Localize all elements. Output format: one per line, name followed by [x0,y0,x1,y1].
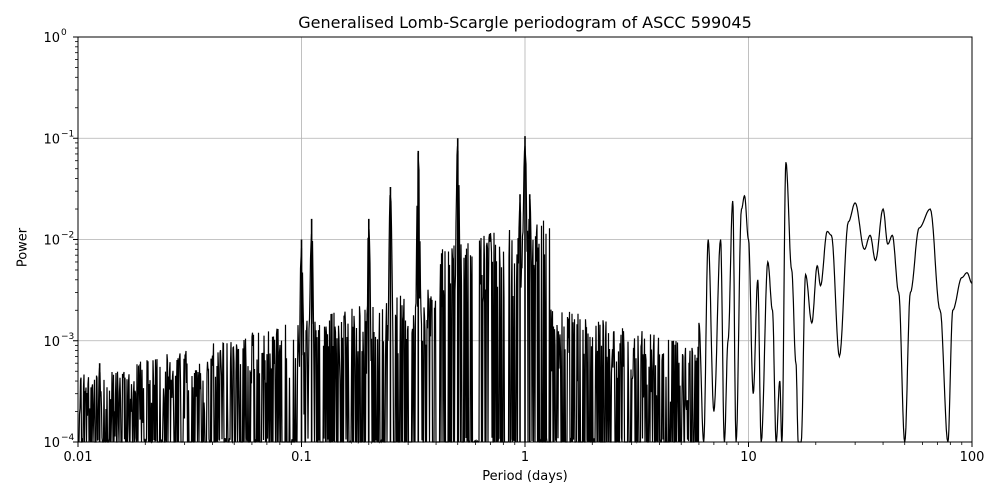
svg-text:−2: −2 [61,231,74,241]
x-axis-label: Period (days) [482,469,568,484]
y-tick-label: 10 [43,436,60,451]
periodogram-line [77,145,973,445]
chart-title: Generalised Lomb-Scargle periodogram of … [298,13,752,32]
y-tick-label: 10 [43,31,60,46]
x-tick-label: 100 [960,450,985,465]
x-tick-label: 0.1 [291,450,312,465]
x-tick-label: 0.01 [64,450,93,465]
svg-text:−4: −4 [61,433,75,443]
svg-text:−3: −3 [61,332,74,342]
y-tick-label: 10 [43,132,60,147]
svg-text:0: 0 [61,28,67,38]
svg-text:−1: −1 [61,129,74,139]
y-tick-label: 10 [43,335,60,350]
x-tick-label: 10 [740,450,757,465]
y-tick-label: 10 [43,234,60,249]
x-tick-label: 1 [521,450,529,465]
